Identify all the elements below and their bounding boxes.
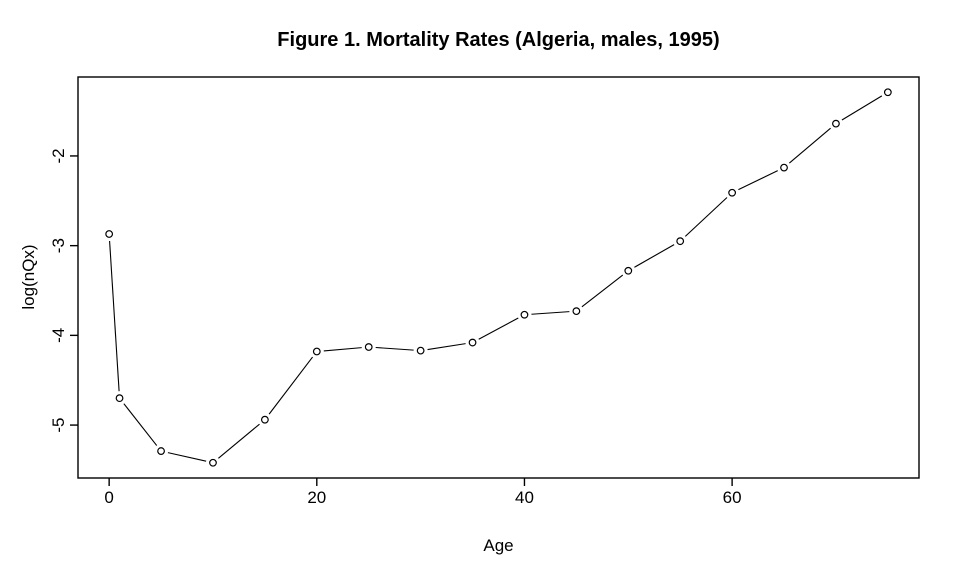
series-segment <box>427 343 466 351</box>
series-segment <box>581 274 624 308</box>
y-axis-label: log(nQx) <box>19 244 38 310</box>
series-segment <box>478 317 519 340</box>
series-segment <box>109 240 120 392</box>
data-point-marker <box>832 119 840 128</box>
data-point-marker <box>883 88 892 97</box>
data-point-marker <box>728 188 737 197</box>
series-segment <box>531 311 570 315</box>
data-point-marker <box>520 310 529 319</box>
x-axis-label: Age <box>483 536 514 555</box>
data-point-marker <box>468 338 477 347</box>
plot-border <box>77 76 920 479</box>
x-axis-tick-label: 60 <box>723 488 742 507</box>
data-point-marker <box>676 237 685 246</box>
chart-title: Figure 1. Mortality Rates (Algeria, male… <box>277 29 720 51</box>
series-segment <box>323 347 362 352</box>
y-axis-tick-label: -5 <box>49 418 68 433</box>
x-axis-tick-label: 20 <box>307 488 326 507</box>
data-point-marker <box>157 447 165 455</box>
data-point-marker <box>572 307 581 316</box>
data-point-marker <box>312 347 321 356</box>
data-point-marker <box>105 230 114 238</box>
series-segment <box>123 403 158 446</box>
x-axis-tick-label: 40 <box>515 488 534 507</box>
x-axis-tick-label: 0 <box>104 488 113 507</box>
series-segment <box>841 95 883 121</box>
data-point-marker <box>780 163 788 172</box>
y-axis-tick-label: -3 <box>49 238 68 253</box>
data-point-marker <box>416 346 425 355</box>
series-segment <box>738 170 778 191</box>
data-point-marker <box>364 343 373 351</box>
y-axis-tick-label: -2 <box>49 148 68 163</box>
series-segment <box>218 423 260 459</box>
data-point-marker <box>260 415 269 424</box>
series-segment <box>789 127 831 164</box>
data-point-marker <box>624 266 633 275</box>
series-segment <box>375 346 414 351</box>
series-segment <box>634 244 675 268</box>
series-segment <box>167 452 207 462</box>
data-point-marker <box>209 458 217 467</box>
data-point-marker <box>115 394 124 403</box>
series-segment <box>684 197 728 237</box>
series-segment <box>268 356 313 415</box>
y-axis-tick-label: -4 <box>49 328 68 343</box>
